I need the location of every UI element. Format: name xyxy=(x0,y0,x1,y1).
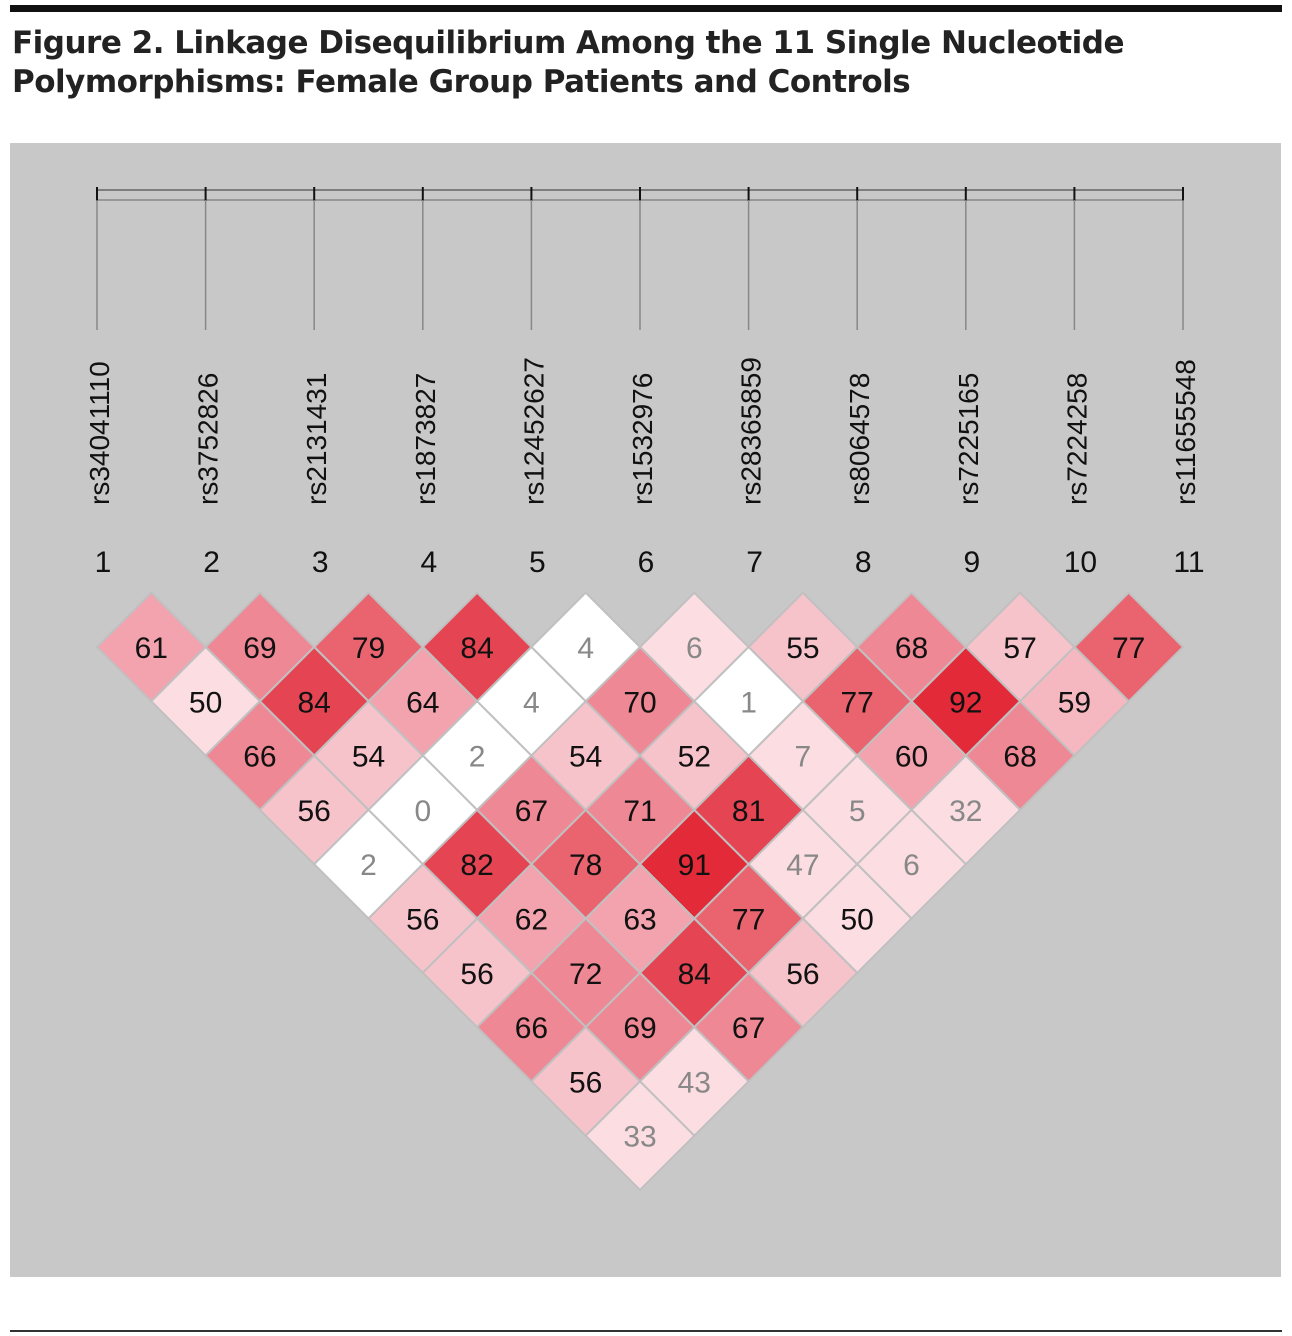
ld-value: 78 xyxy=(569,849,602,882)
ld-value: 64 xyxy=(406,686,439,719)
ld-value: 63 xyxy=(623,904,656,937)
snp-label: rs2131431 xyxy=(301,373,332,505)
ld-value: 61 xyxy=(135,632,168,665)
ld-value: 1 xyxy=(740,686,757,719)
ld-value: 79 xyxy=(352,632,385,665)
ld-value: 56 xyxy=(460,958,493,991)
ld-value: 72 xyxy=(569,958,602,991)
ld-value: 33 xyxy=(623,1121,656,1154)
ld-value: 5 xyxy=(849,795,866,828)
snp-label: rs1873827 xyxy=(410,373,441,505)
figure-title: Figure 2. Linkage Disequilibrium Among t… xyxy=(12,25,1124,100)
ld-value: 92 xyxy=(949,686,982,719)
ld-value: 69 xyxy=(623,1012,656,1045)
snp-label: rs3752826 xyxy=(193,373,224,505)
snp-number: 11 xyxy=(1173,546,1204,579)
ld-value: 70 xyxy=(623,686,656,719)
ld-value: 69 xyxy=(243,632,276,665)
bottom-rule xyxy=(10,1330,1282,1332)
ld-value: 71 xyxy=(623,795,656,828)
ld-value: 50 xyxy=(189,686,222,719)
ld-value: 67 xyxy=(515,795,548,828)
snp-number: 4 xyxy=(420,546,437,579)
ld-value: 2 xyxy=(469,741,486,774)
ld-value: 77 xyxy=(732,904,765,937)
ld-value: 62 xyxy=(515,904,548,937)
snp-label: rs1532976 xyxy=(627,373,658,505)
ld-value: 82 xyxy=(460,849,493,882)
ld-value: 84 xyxy=(298,686,331,719)
ld-value: 56 xyxy=(298,795,331,828)
ld-value: 47 xyxy=(786,849,819,882)
snp-label: rs12452627 xyxy=(518,357,549,505)
ld-value: 84 xyxy=(678,958,711,991)
ld-value: 68 xyxy=(895,632,928,665)
ld-value: 4 xyxy=(577,632,594,665)
snp-label: rs7225165 xyxy=(953,373,984,505)
snp-number: 9 xyxy=(963,546,980,579)
ld-value: 60 xyxy=(895,741,928,774)
ld-cell xyxy=(584,1079,696,1192)
ld-value: 59 xyxy=(1058,686,1091,719)
ld-value: 56 xyxy=(569,1066,602,1099)
snp-number: 8 xyxy=(855,546,872,579)
snp-number: 7 xyxy=(746,546,763,579)
snp-label: rs28365859 xyxy=(736,357,767,505)
ld-value: 84 xyxy=(460,632,493,665)
ld-value: 6 xyxy=(903,849,920,882)
ld-value: 32 xyxy=(949,795,982,828)
ld-value: 77 xyxy=(1112,632,1145,665)
ld-value: 0 xyxy=(414,795,431,828)
snp-label: rs11655548 xyxy=(1170,359,1201,505)
ld-value: 2 xyxy=(360,849,377,882)
ld-value: 50 xyxy=(841,904,874,937)
ld-value: 56 xyxy=(786,958,819,991)
snp-label: rs7224258 xyxy=(1061,373,1092,505)
top-rule xyxy=(10,5,1282,12)
ld-value: 54 xyxy=(569,741,602,774)
snp-number: 1 xyxy=(95,546,112,579)
ld-value: 81 xyxy=(732,795,765,828)
ld-value: 7 xyxy=(795,741,812,774)
snp-label: rs8064578 xyxy=(844,373,875,505)
ld-value: 43 xyxy=(678,1066,711,1099)
ld-value: 55 xyxy=(786,632,819,665)
snp-number: 5 xyxy=(529,546,546,579)
snp-label: rs34041110 xyxy=(84,361,115,505)
ld-value: 66 xyxy=(243,741,276,774)
ld-value: 6 xyxy=(686,632,703,665)
ld-value: 66 xyxy=(515,1012,548,1045)
snp-number: 2 xyxy=(203,546,220,579)
ld-value: 54 xyxy=(352,741,385,774)
snp-number: 3 xyxy=(312,546,329,579)
ld-value: 52 xyxy=(678,741,711,774)
ld-value: 56 xyxy=(406,904,439,937)
snp-number: 6 xyxy=(638,546,655,579)
ld-value: 77 xyxy=(841,686,874,719)
snp-number: 10 xyxy=(1064,546,1097,579)
ld-value: 4 xyxy=(523,686,540,719)
ld-value: 57 xyxy=(1003,632,1036,665)
ld-value: 67 xyxy=(732,1012,765,1045)
ld-value: 91 xyxy=(678,849,711,882)
ld-value: 68 xyxy=(1003,741,1036,774)
